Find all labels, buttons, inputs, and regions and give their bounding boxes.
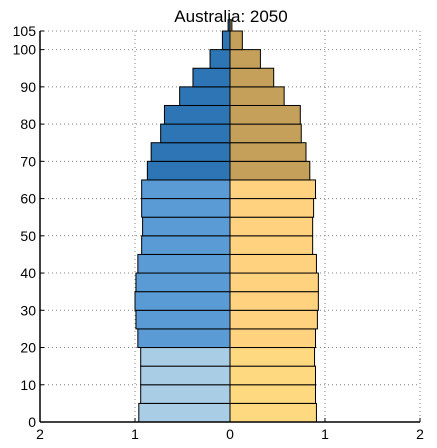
y-tick-label: 10	[20, 377, 36, 393]
bar-right-age-50	[229, 216, 314, 237]
y-tick-label: 50	[20, 228, 36, 244]
bar-right-age-10	[229, 365, 316, 386]
bar-left-age-15	[140, 347, 231, 367]
y-tick-label: 30	[20, 302, 36, 318]
bar-right-age-15	[229, 347, 316, 367]
x-tick-label: 2	[36, 426, 44, 442]
y-tick-label: 105	[13, 23, 37, 39]
y-tick-label: 60	[20, 191, 36, 207]
x-tick-label: 2	[416, 426, 424, 442]
bar-left-age-40	[137, 253, 231, 274]
bar-left-age-85	[179, 86, 231, 106]
bar-left-age-25	[135, 309, 231, 330]
bar-left-age-60	[141, 179, 231, 200]
bar-left-age-75	[160, 123, 231, 144]
y-tick-label: 90	[20, 79, 36, 95]
bar-right-age-75	[229, 123, 302, 144]
axes	[39, 30, 421, 423]
bar-left-age-55	[141, 198, 231, 218]
chart-title: Australia: 2050	[174, 7, 287, 26]
bar-left-age-50	[142, 216, 231, 237]
x-tick-label: 1	[321, 426, 329, 442]
bar-right-age-0	[229, 402, 317, 423]
bar-right-age-105	[229, 19, 233, 32]
bar-left-age-10	[140, 365, 231, 386]
bar-right-age-25	[229, 309, 318, 330]
bar-right-age-95	[229, 49, 261, 69]
bar-right-age-60	[229, 179, 316, 200]
y-tick-label: 70	[20, 153, 36, 169]
y-tick-label: 0	[28, 414, 36, 430]
bar-right-age-80	[229, 104, 301, 125]
y-tick-label: 80	[20, 116, 36, 132]
bar-left-age-100	[221, 30, 231, 51]
x-tick-label: 0	[226, 426, 234, 442]
bar-right-age-55	[229, 198, 315, 218]
bar-left-age-65	[146, 160, 231, 181]
bar-left-age-90	[192, 67, 231, 88]
bar-right-age-85	[229, 86, 285, 106]
y-tick-label: 100	[13, 42, 37, 58]
bar-left-age-45	[141, 235, 231, 255]
bar-left-age-5	[140, 384, 231, 404]
bar-left-age-20	[137, 328, 231, 349]
bar-right-age-20	[229, 328, 316, 349]
bar-right-age-30	[229, 291, 319, 311]
bar-left-age-35	[135, 272, 231, 293]
bar-right-age-35	[229, 272, 319, 293]
bar-left-age-30	[134, 291, 231, 311]
bar-right-age-65	[229, 160, 311, 181]
y-tick-labels: 0 10 20 30 40 50 60 70 80 90 100 105	[13, 23, 37, 430]
x-tick-label: 1	[131, 426, 139, 442]
y-tick-label: 20	[20, 340, 36, 356]
bar-right-age-45	[229, 235, 314, 255]
bar-right-age-5	[229, 384, 316, 404]
pyramid-bars	[134, 19, 319, 423]
bar-left-age-80	[163, 104, 231, 125]
bar-left-age-0	[138, 402, 231, 423]
bar-right-age-40	[229, 253, 317, 274]
bar-right-age-70	[229, 142, 307, 162]
bar-left-age-95	[209, 49, 231, 69]
x-tick-labels: 2 1 0 1 2	[36, 426, 424, 442]
bar-right-age-90	[229, 67, 275, 88]
y-tick-label: 40	[20, 265, 36, 281]
bar-right-age-100	[229, 30, 243, 51]
bar-left-age-70	[150, 142, 231, 162]
